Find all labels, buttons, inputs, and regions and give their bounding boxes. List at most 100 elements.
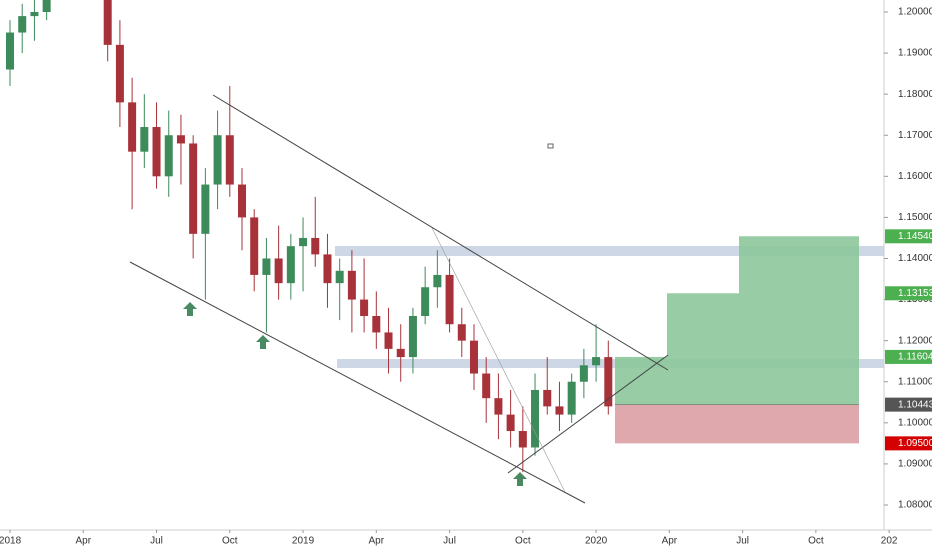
candle-body bbox=[457, 324, 466, 341]
x-tick-label: 2019 bbox=[292, 536, 315, 547]
arrow bbox=[513, 472, 527, 486]
candle-body bbox=[115, 44, 124, 103]
candle-body bbox=[494, 398, 503, 415]
y-tick-label: 1.14000 bbox=[898, 253, 932, 264]
channel-bottom bbox=[129, 261, 586, 504]
candles bbox=[6, 0, 613, 473]
arrow bbox=[183, 302, 197, 316]
candle-body bbox=[225, 135, 234, 185]
candle-body bbox=[323, 254, 332, 284]
candle-body bbox=[384, 332, 393, 349]
candle-body bbox=[372, 316, 381, 333]
y-tick-label: 1.09000 bbox=[898, 459, 932, 470]
x-tick-label: Apr bbox=[662, 536, 678, 547]
x-tick-label: Apr bbox=[75, 536, 91, 547]
candle-body bbox=[311, 237, 320, 255]
price-label-bg bbox=[885, 397, 932, 412]
y-tick-label: 1.16000 bbox=[898, 171, 932, 182]
x-tick-label: Oct bbox=[222, 536, 238, 547]
candle-body bbox=[238, 184, 247, 218]
candle-body bbox=[445, 274, 454, 325]
candle-body bbox=[592, 357, 601, 366]
candle-body bbox=[421, 287, 430, 317]
candle-body bbox=[555, 406, 564, 415]
price-label: 1.10443 bbox=[898, 399, 932, 410]
x-tick-label: Apr bbox=[369, 536, 385, 547]
x-tick-label: Jul bbox=[150, 536, 163, 547]
x-tick-label: 2018 bbox=[0, 536, 22, 547]
candle-body bbox=[360, 299, 369, 317]
candle-body bbox=[164, 135, 173, 177]
candle-body bbox=[506, 414, 515, 432]
price-label-bg bbox=[885, 286, 932, 301]
candle-body bbox=[299, 237, 308, 247]
x-tick-label: 2020 bbox=[585, 536, 608, 547]
candle-body bbox=[262, 258, 271, 275]
candle-body bbox=[274, 258, 283, 284]
trend-line-thin bbox=[431, 227, 566, 493]
candle-body bbox=[408, 316, 417, 358]
candle-body bbox=[531, 389, 540, 448]
y-tick-label: 1.15000 bbox=[898, 212, 932, 223]
y-tick-label: 1.20000 bbox=[898, 7, 932, 18]
x-tick-label: 202 bbox=[881, 536, 898, 547]
y-tick-label: 1.12000 bbox=[898, 335, 932, 346]
profit-zone bbox=[667, 293, 739, 405]
marker-box bbox=[547, 143, 554, 149]
x-tick-label: Jul bbox=[736, 536, 749, 547]
candle-body bbox=[213, 135, 222, 185]
y-tick-label: 1.19000 bbox=[898, 48, 932, 59]
candle-body bbox=[396, 348, 405, 358]
axes: 1.080001.090001.100001.110001.120001.130… bbox=[0, 7, 932, 547]
candle-body bbox=[579, 365, 588, 382]
arrows bbox=[183, 302, 527, 486]
price-label: 1.14540 bbox=[898, 231, 932, 242]
candle-body bbox=[176, 135, 185, 144]
candle-body bbox=[189, 143, 198, 234]
candle-body bbox=[433, 274, 442, 288]
candle-body bbox=[286, 246, 295, 284]
candle-body bbox=[128, 102, 137, 152]
y-tick-label: 1.08000 bbox=[898, 500, 932, 511]
candle-body bbox=[201, 184, 210, 234]
arrow bbox=[256, 335, 270, 349]
candle-body bbox=[250, 217, 259, 275]
price-label: 1.09500 bbox=[898, 438, 932, 449]
candle-body bbox=[103, 0, 112, 45]
loss-zone bbox=[615, 404, 859, 444]
x-tick-label: Oct bbox=[515, 536, 531, 547]
y-tick-label: 1.18000 bbox=[898, 89, 932, 100]
price-label-bg bbox=[885, 349, 932, 364]
profit-zone bbox=[615, 356, 667, 405]
price-label: 1.11604 bbox=[898, 352, 932, 363]
candle-body bbox=[347, 270, 356, 300]
channel-top bbox=[212, 94, 669, 371]
y-tick-label: 1.11000 bbox=[898, 376, 932, 387]
candle-body bbox=[482, 373, 491, 399]
position-boxes bbox=[615, 236, 859, 444]
candle-body bbox=[140, 127, 149, 152]
resistance-band bbox=[335, 246, 884, 256]
y-tick-label: 1.10000 bbox=[898, 417, 932, 428]
candle-body bbox=[335, 270, 344, 284]
x-tick-label: Jul bbox=[443, 536, 456, 547]
candle-body bbox=[518, 431, 527, 448]
price-label-bg bbox=[885, 229, 932, 244]
candle-body bbox=[469, 340, 478, 374]
drawings bbox=[129, 94, 669, 504]
candle-body bbox=[567, 381, 576, 415]
x-tick-label: Oct bbox=[808, 536, 824, 547]
candle-body bbox=[42, 0, 51, 12]
trend-line bbox=[507, 354, 669, 474]
candle-body bbox=[30, 11, 39, 17]
candle-body bbox=[18, 16, 27, 33]
price-label: 1.13153 bbox=[898, 288, 932, 299]
y-tick-label: 1.17000 bbox=[898, 130, 932, 141]
candle-body bbox=[604, 357, 613, 407]
profit-zone bbox=[739, 236, 859, 405]
candle-body bbox=[543, 389, 552, 407]
price-label-bg bbox=[885, 436, 932, 451]
candle-body bbox=[152, 127, 161, 177]
candle-body bbox=[6, 32, 15, 70]
